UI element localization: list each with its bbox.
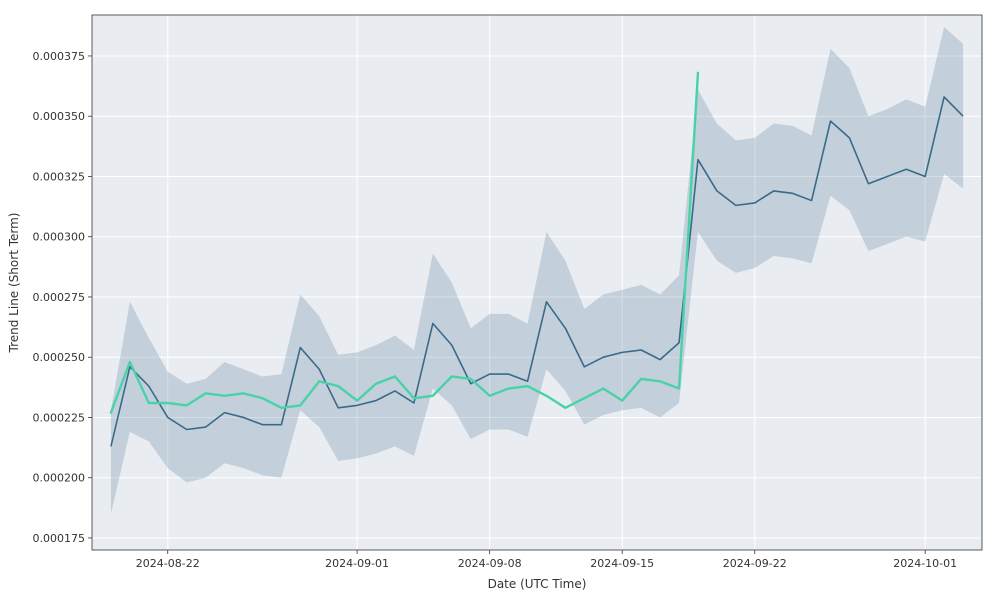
y-tick-label: 0.000275	[33, 291, 86, 304]
y-axis-label: Trend Line (Short Term)	[7, 213, 21, 354]
x-tick-label: 2024-09-22	[723, 557, 787, 570]
y-tick-label: 0.000350	[33, 110, 86, 123]
x-tick-label: 2024-09-08	[458, 557, 522, 570]
y-tick-label: 0.000325	[33, 170, 86, 183]
x-tick-label: 2024-08-22	[136, 557, 200, 570]
y-tick-label: 0.000250	[33, 351, 86, 364]
x-tick-label: 2024-09-15	[590, 557, 654, 570]
x-axis-label: Date (UTC Time)	[488, 577, 587, 591]
y-tick-label: 0.000200	[33, 472, 86, 485]
y-tick-label: 0.000175	[33, 532, 86, 545]
y-tick-label: 0.000300	[33, 231, 86, 244]
x-tick-label: 2024-10-01	[893, 557, 957, 570]
x-tick-label: 2024-09-01	[325, 557, 389, 570]
trend-chart: 0.000175 0.000200 0.000225 0.000250 0.000275…	[0, 0, 1000, 600]
y-tick-label: 0.000375	[33, 50, 86, 63]
y-tick-label: 0.000225	[33, 411, 86, 424]
chart-svg: 0.000175 0.000200 0.000225 0.000250 0.000275…	[0, 0, 1000, 600]
